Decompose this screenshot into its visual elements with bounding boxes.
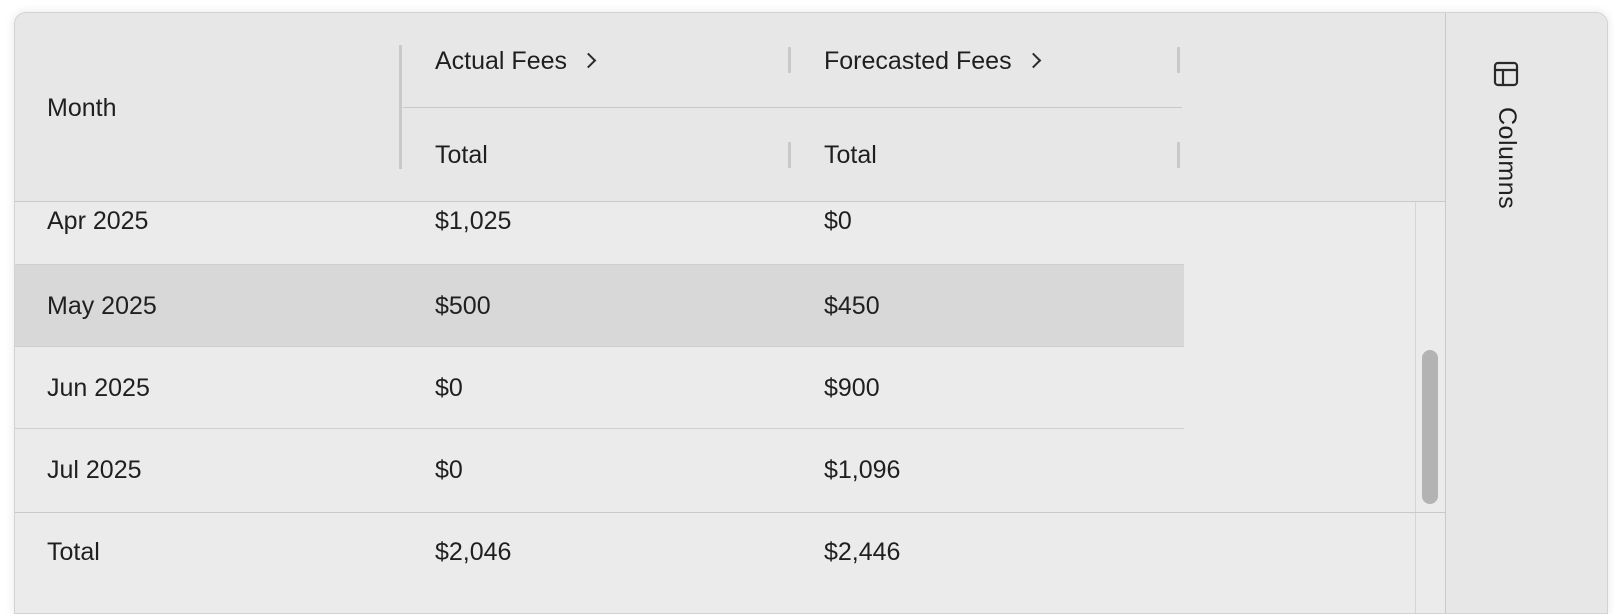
column-resize-handle[interactable] <box>788 47 791 73</box>
cell-actual: $500 <box>435 292 491 320</box>
side-panel: Columns <box>1445 13 1607 613</box>
grid-body: Apr 2025 $1,025 $0 May 2025 $500 $450 Ju… <box>15 202 1443 512</box>
column-resize-handle[interactable] <box>1177 47 1180 73</box>
total-label: Total <box>47 538 100 566</box>
column-resize-handle[interactable] <box>399 45 402 169</box>
total-row: Total $2,046 $2,446 <box>15 512 1445 613</box>
data-grid: Month Actual Fees Forecasted Fees Total … <box>14 12 1608 614</box>
table-row[interactable]: May 2025 $500 $450 <box>15 265 1184 347</box>
column-group-actual-fees[interactable]: Actual Fees <box>435 46 597 76</box>
table-row[interactable]: Jun 2025 $0 $900 <box>15 347 1184 429</box>
total-actual: $2,046 <box>435 538 512 566</box>
cell-month: Jun 2025 <box>47 374 150 402</box>
vertical-scrollbar[interactable] <box>1415 202 1447 512</box>
table-row[interactable]: Jul 2025 $0 $1,096 <box>15 429 1184 510</box>
column-resize-handle[interactable] <box>1177 142 1180 168</box>
chevron-right-icon[interactable] <box>1025 52 1041 69</box>
cell-actual: $0 <box>435 374 463 402</box>
table-row[interactable]: Apr 2025 $1,025 $0 <box>15 202 1184 265</box>
column-group-label: Forecasted Fees <box>824 47 1012 75</box>
column-header-actual-total[interactable]: Total <box>435 141 488 169</box>
columns-panel-tab[interactable]: Columns <box>1486 59 1526 239</box>
cell-month: May 2025 <box>47 292 157 320</box>
chevron-right-icon[interactable] <box>580 52 597 69</box>
column-group-label: Actual Fees <box>435 47 568 75</box>
cell-actual: $0 <box>435 456 463 484</box>
columns-tab-label: Columns <box>1493 107 1521 210</box>
cell-forecast: $0 <box>824 207 852 235</box>
column-header-month[interactable]: Month <box>47 94 117 122</box>
column-group-forecasted-fees[interactable]: Forecasted Fees <box>824 46 1041 76</box>
cell-forecast: $900 <box>824 374 880 402</box>
cell-forecast: $1,096 <box>824 456 901 484</box>
cell-month: Jul 2025 <box>47 456 142 484</box>
columns-icon <box>1493 61 1519 87</box>
cell-forecast: $450 <box>824 292 880 320</box>
total-forecast: $2,446 <box>824 538 901 566</box>
column-resize-handle[interactable] <box>788 142 791 168</box>
header-divider <box>403 107 1182 108</box>
footer-divider <box>1415 513 1416 613</box>
cell-actual: $1,025 <box>435 207 512 235</box>
column-header-forecast-total[interactable]: Total <box>824 141 877 169</box>
grid-header: Month Actual Fees Forecasted Fees Total … <box>15 13 1490 202</box>
cell-month: Apr 2025 <box>47 207 149 235</box>
scrollbar-thumb[interactable] <box>1422 350 1438 504</box>
